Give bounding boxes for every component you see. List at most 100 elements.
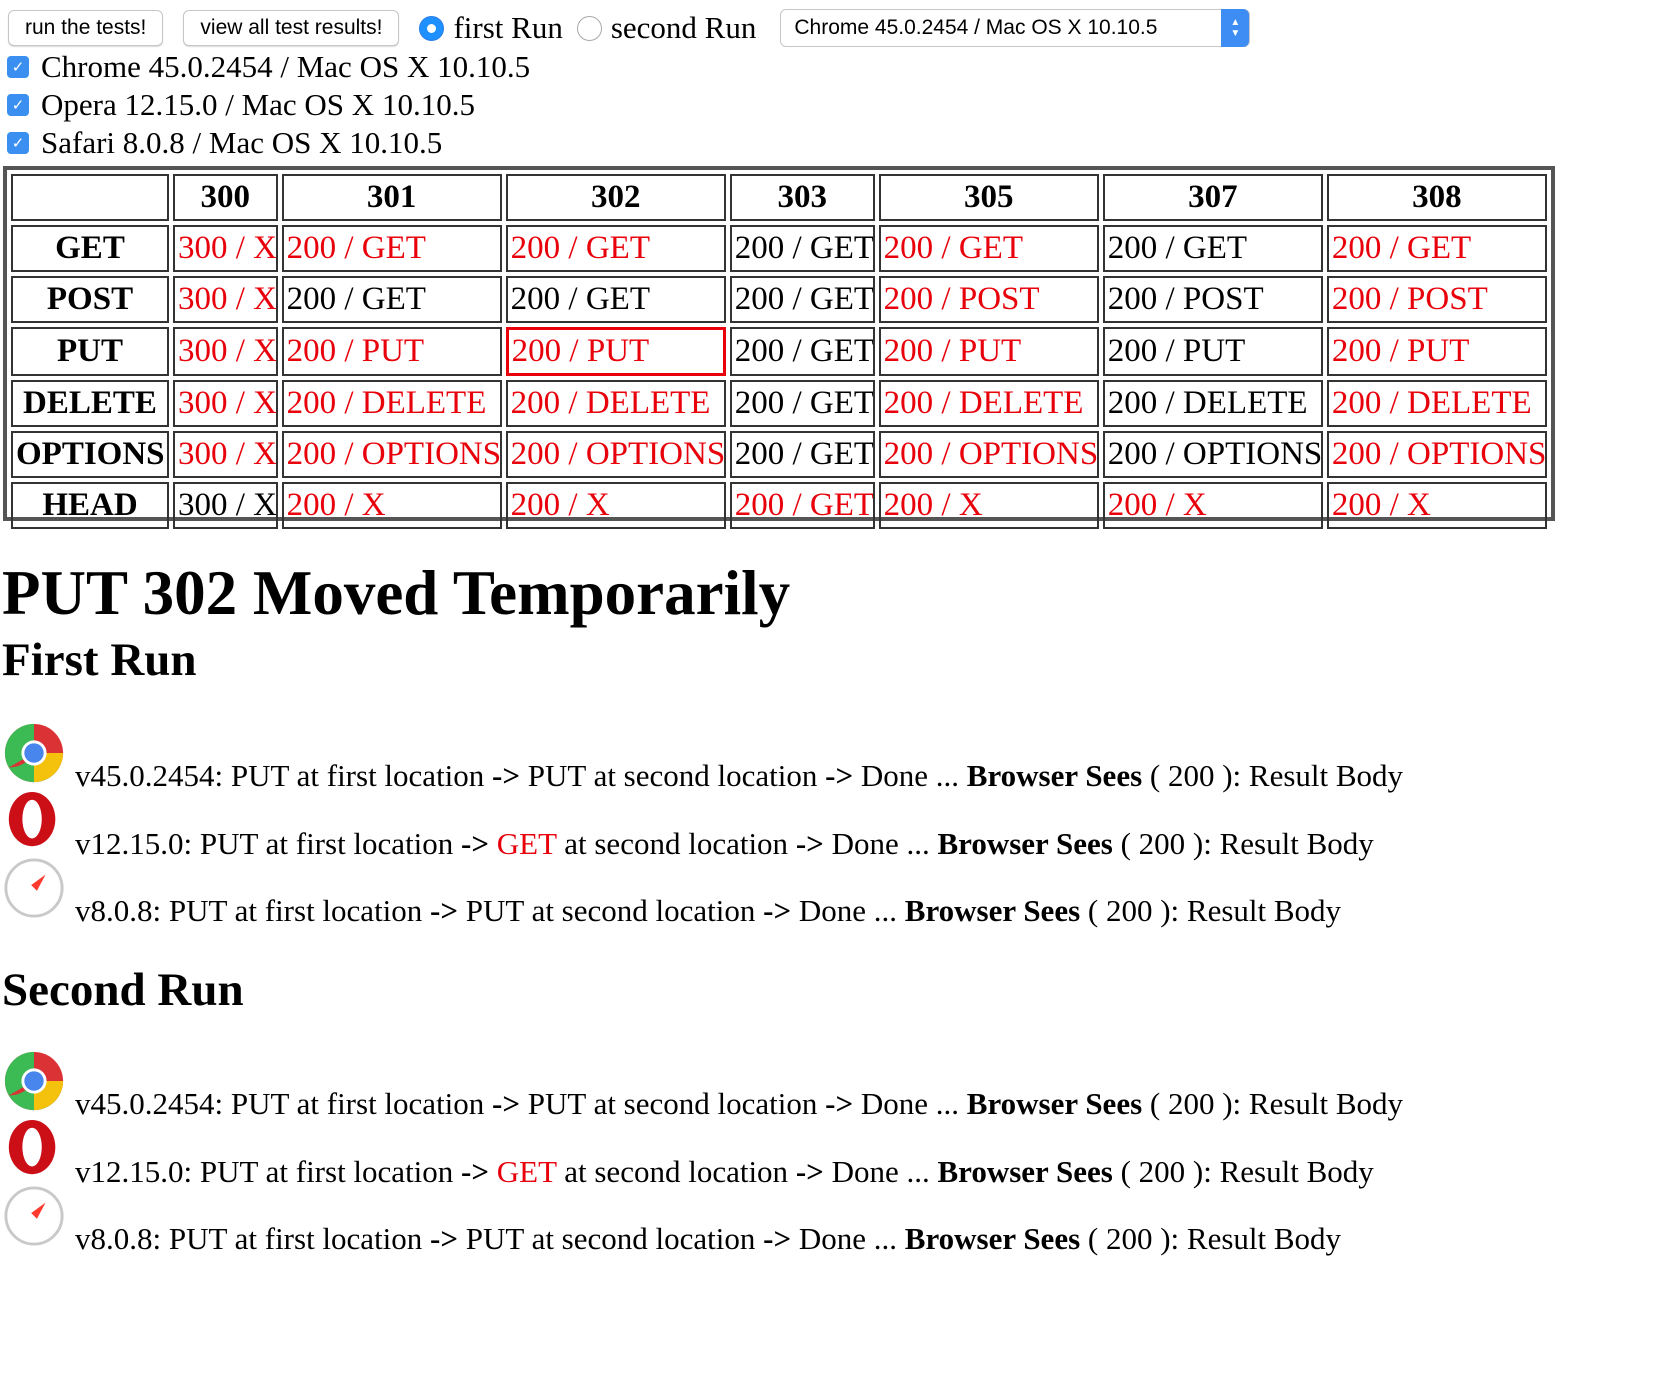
- result-first-step: PUT at first location: [230, 758, 485, 793]
- safari-icon: [3, 857, 65, 919]
- browser-checkbox[interactable]: ✓: [7, 94, 29, 116]
- result-cell[interactable]: 200 / GET: [505, 276, 726, 323]
- result-second-method: PUT: [527, 758, 586, 793]
- browser-check-label: Chrome 45.0.2454 / Mac OS X 10.10.5: [41, 49, 531, 84]
- result-second-step: at second location: [593, 1086, 818, 1121]
- result-text: v45.0.2454: PUT at first location -> PUT…: [75, 1086, 1403, 1122]
- status-code-header: 308: [1326, 174, 1547, 221]
- result-done: Done ...: [831, 826, 930, 861]
- select-arrows-icon: ▲ ▼: [1221, 9, 1250, 47]
- chrome-icon: [3, 1050, 65, 1112]
- result-second-step: at second location: [564, 1154, 789, 1189]
- browser-sees-label: Browser Sees: [966, 1086, 1143, 1121]
- page-title: PUT 302 Moved Temporarily: [2, 558, 791, 628]
- result-cell[interactable]: 200 / GET: [1102, 225, 1323, 272]
- result-cell[interactable]: 200 / DELETE: [1326, 380, 1547, 427]
- result-cell[interactable]: 200 / DELETE: [878, 380, 1099, 427]
- result-arrow: ->: [825, 1086, 854, 1121]
- result-row: v12.15.0: PUT at first location -> GET a…: [0, 790, 1600, 861]
- safari-icon: [3, 1185, 65, 1247]
- result-cell[interactable]: 200 / X: [1326, 482, 1547, 529]
- second-run-radio[interactable]: [576, 15, 602, 41]
- result-cell[interactable]: 200 / DELETE: [281, 380, 502, 427]
- result-first-step: PUT at first location: [168, 893, 423, 928]
- result-arrow: ->: [825, 758, 854, 793]
- result-cell[interactable]: 200 / GET: [1326, 225, 1547, 272]
- browser-select-value: Chrome 45.0.2454 / Mac OS X 10.10.5: [794, 16, 1158, 39]
- result-cell[interactable]: 300 / X: [172, 380, 278, 427]
- result-cell[interactable]: 200 / POST: [878, 276, 1099, 323]
- method-header: OPTIONS: [11, 431, 169, 478]
- run-tests-button[interactable]: run the tests!: [8, 10, 164, 46]
- result-cell[interactable]: 200 / X: [1102, 482, 1323, 529]
- result-cell[interactable]: 200 / GET: [729, 327, 875, 376]
- result-status: ( 200 ):: [1120, 826, 1212, 861]
- result-cell[interactable]: 200 / GET: [878, 225, 1099, 272]
- run-heading: First Run: [2, 634, 197, 686]
- result-cell[interactable]: 200 / OPTIONS: [1326, 431, 1547, 478]
- result-cell[interactable]: 300 / X: [172, 225, 278, 272]
- browser-checklist: ✓ Chrome 45.0.2454 / Mac OS X 10.10.5 ✓ …: [6, 48, 530, 162]
- second-run-label: second Run: [610, 10, 757, 45]
- result-done: Done ...: [831, 1154, 930, 1189]
- result-cell[interactable]: 200 / POST: [1326, 276, 1547, 323]
- result-cell[interactable]: 200 / OPTIONS: [878, 431, 1099, 478]
- result-body: Result Body: [1248, 1086, 1404, 1121]
- result-second-step: at second location: [564, 826, 789, 861]
- table-row: HEAD 300 / X 200 / X 200 / X 200 / GET 200 / …: [11, 482, 1547, 529]
- result-cell[interactable]: 200 / X: [281, 482, 502, 529]
- method-header: GET: [11, 225, 169, 272]
- result-cell[interactable]: 200 / X: [878, 482, 1099, 529]
- result-row: v8.0.8: PUT at first location -> PUT at …: [0, 1185, 1600, 1256]
- result-cell[interactable]: 200 / GET: [729, 276, 875, 323]
- method-header: HEAD: [11, 482, 169, 529]
- browser-check-row: ✓ Safari 8.0.8 / Mac OS X 10.10.5: [6, 124, 530, 162]
- result-second-method: GET: [496, 1154, 557, 1189]
- result-second-step: at second location: [593, 758, 818, 793]
- result-cell[interactable]: 200 / GET: [729, 380, 875, 427]
- result-cell[interactable]: 200 / GET: [729, 482, 875, 529]
- result-cell[interactable]: 200 / DELETE: [1102, 380, 1323, 427]
- result-status: ( 200 ):: [1087, 893, 1180, 928]
- toolbar: run the tests! view all test results! fi…: [8, 8, 1251, 48]
- result-cell[interactable]: 300 / X: [172, 482, 278, 529]
- browser-checkbox[interactable]: ✓: [7, 132, 29, 154]
- result-cell[interactable]: 200 / GET: [505, 225, 726, 272]
- result-cell[interactable]: 200 / PUT: [878, 327, 1099, 376]
- method-header: POST: [11, 276, 169, 323]
- result-cell[interactable]: 200 / DELETE: [505, 380, 726, 427]
- status-code-header: 307: [1102, 174, 1323, 221]
- result-second-method: PUT: [465, 893, 524, 928]
- view-results-button[interactable]: view all test results!: [183, 10, 400, 46]
- result-row: v45.0.2454: PUT at first location -> PUT…: [0, 1050, 1600, 1122]
- result-body: Result Body: [1186, 1221, 1342, 1256]
- result-cell[interactable]: 200 / OPTIONS: [1102, 431, 1323, 478]
- result-cell[interactable]: 200 / GET: [281, 276, 502, 323]
- result-cell[interactable]: 200 / GET: [729, 431, 875, 478]
- result-cell[interactable]: 300 / X: [172, 276, 278, 323]
- result-cell[interactable]: 200 / GET: [281, 225, 502, 272]
- table-row: POST 300 / X 200 / GET 200 / GET 200 / GET 20…: [11, 276, 1547, 323]
- result-cell[interactable]: 200 / PUT: [1326, 327, 1547, 376]
- result-arrow: ->: [492, 1086, 521, 1121]
- first-run-radio[interactable]: [419, 15, 445, 41]
- result-cell[interactable]: 300 / X: [172, 327, 278, 376]
- result-cell[interactable]: 200 / OPTIONS: [505, 431, 726, 478]
- table-row: PUT 300 / X 200 / PUT 200 / PUT 200 / GET 200…: [11, 327, 1547, 376]
- browser-sees-label: Browser Sees: [937, 1154, 1113, 1189]
- result-cell[interactable]: 200 / OPTIONS: [281, 431, 502, 478]
- result-first-step: PUT at first location: [199, 1154, 454, 1189]
- result-cell[interactable]: 200 / GET: [729, 225, 875, 272]
- result-cell[interactable]: 200 / PUT: [281, 327, 502, 376]
- result-cell[interactable]: 200 / POST: [1102, 276, 1323, 323]
- browser-select[interactable]: Chrome 45.0.2454 / Mac OS X 10.10.5 ▲ ▼: [780, 9, 1251, 47]
- result-cell[interactable]: 200 / X: [505, 482, 726, 529]
- result-cell[interactable]: 300 / X: [172, 431, 278, 478]
- result-cell[interactable]: 200 / PUT: [1102, 327, 1323, 376]
- browser-sees-label: Browser Sees: [904, 1221, 1081, 1256]
- result-status: ( 200 ):: [1149, 758, 1242, 793]
- browser-checkbox[interactable]: ✓: [7, 56, 29, 78]
- result-text: v45.0.2454: PUT at first location -> PUT…: [75, 758, 1403, 794]
- result-cell[interactable]: 200 / PUT: [505, 327, 726, 376]
- result-done: Done ...: [798, 1221, 898, 1256]
